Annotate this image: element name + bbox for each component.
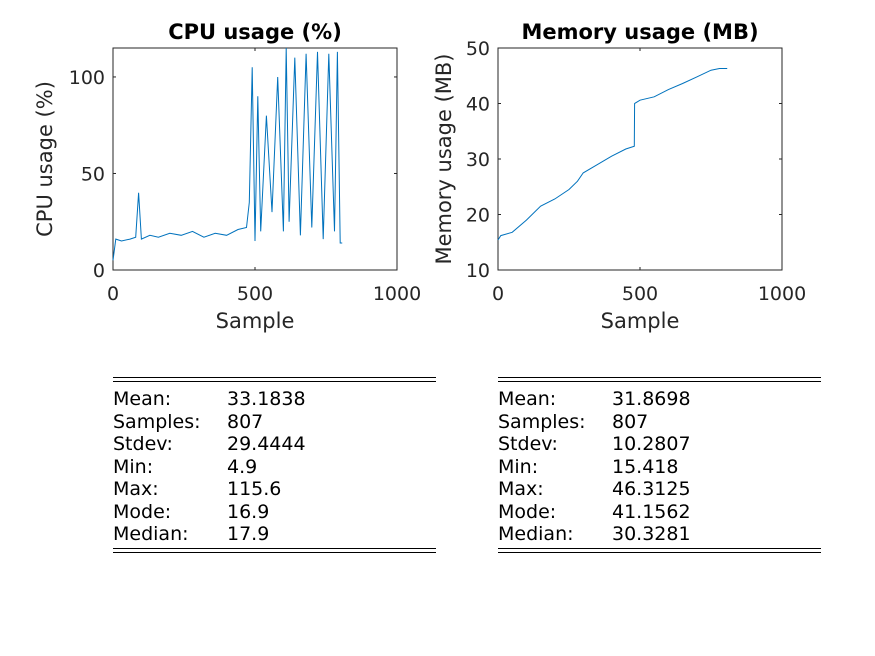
stat-row: Samples: 807 <box>113 411 436 434</box>
stat-label: Min: <box>113 455 154 478</box>
bottom-rule <box>113 547 436 553</box>
stat-label: Median: <box>113 523 189 545</box>
stat-value: 41.1562 <box>612 500 691 523</box>
stat-value: 31.8698 <box>612 388 691 410</box>
stat-row: Median: 17.9 <box>113 523 436 546</box>
chart-title: CPU usage (%) <box>168 20 342 44</box>
stat-value: 30.3281 <box>612 523 691 545</box>
stat-label: Mean: <box>113 388 172 410</box>
stat-value: 10.2807 <box>612 433 691 455</box>
stat-label: Samples: <box>113 410 201 433</box>
y-tick-label: 40 <box>466 94 490 116</box>
stat-row: Min: 15.418 <box>498 456 821 479</box>
stat-row: Mode: 16.9 <box>113 501 436 524</box>
stat-row: Samples: 807 <box>498 411 821 434</box>
stat-label: Max: <box>113 478 159 500</box>
y-tick-label: 10 <box>466 260 490 282</box>
stat-label: Mode: <box>498 500 557 523</box>
y-tick-label: 50 <box>81 163 105 185</box>
stat-value: 29.4444 <box>227 433 306 455</box>
x-tick-label: 0 <box>107 283 119 305</box>
cpu-stats-table: Mean: 33.1838 Samples: 807 Stdev: 29.4444 Min:… <box>113 377 436 553</box>
stat-value: 807 <box>227 410 264 433</box>
stat-label: Samples: <box>498 410 586 433</box>
top-rule <box>113 377 436 382</box>
stat-value: 16.9 <box>227 500 270 523</box>
plot-area <box>497 47 783 271</box>
stat-label: Stdev: <box>498 433 558 455</box>
top-rule <box>498 377 821 382</box>
stat-row: Stdev: 29.4444 <box>113 433 436 456</box>
stat-row: Max: 115.6 <box>113 478 436 501</box>
x-tick-label: 500 <box>237 283 273 305</box>
stat-label: Stdev: <box>113 433 173 455</box>
x-axis-label: Sample <box>601 309 680 333</box>
x-tick-label: 1000 <box>373 283 421 305</box>
y-tick-label: 50 <box>466 38 490 60</box>
memory-stats-table: Mean: 31.8698 Samples: 807 Stdev: 10.2807 Min:… <box>498 377 821 553</box>
stat-value: 807 <box>612 410 649 433</box>
x-axis-label: Sample <box>216 309 295 333</box>
bottom-rule <box>498 547 821 553</box>
stat-label: Min: <box>498 455 539 478</box>
stat-row: Max: 46.3125 <box>498 478 821 501</box>
stat-value: 4.9 <box>227 455 258 478</box>
cpu-usage-chart: 0 500 1000 0 50 100 CPU usage (%) Sample CPU usa… <box>33 20 421 333</box>
chart-title: Memory usage (MB) <box>521 20 758 44</box>
stat-row: Median: 30.3281 <box>498 523 821 546</box>
stat-label: Mode: <box>113 500 172 523</box>
stat-value: 46.3125 <box>612 478 691 500</box>
stat-row: Mean: 31.8698 <box>498 388 821 411</box>
memory-usage-chart: 0 500 1000 10 20 30 40 50 Memory usage (MB) Sampl… <box>432 20 806 333</box>
y-axis-label: Memory usage (MB) <box>432 53 456 264</box>
x-tick-label: 500 <box>622 283 658 305</box>
stat-value: 17.9 <box>227 523 270 545</box>
stat-row: Stdev: 10.2807 <box>498 433 821 456</box>
x-tick-label: 0 <box>492 283 504 305</box>
y-axis-label: CPU usage (%) <box>33 81 57 237</box>
stat-row: Mean: 33.1838 <box>113 388 436 411</box>
y-tick-label: 100 <box>69 67 105 89</box>
stat-value: 115.6 <box>227 478 282 500</box>
stat-label: Max: <box>498 478 544 500</box>
stat-row: Min: 4.9 <box>113 456 436 479</box>
stat-label: Mean: <box>498 388 557 410</box>
stat-row: Mode: 41.1562 <box>498 501 821 524</box>
series-line-0 <box>497 68 728 241</box>
stat-value: 15.418 <box>612 455 679 478</box>
y-tick-label: 30 <box>466 149 490 171</box>
stat-value: 33.1838 <box>227 388 306 410</box>
stat-label: Median: <box>498 523 574 545</box>
x-tick-label: 1000 <box>758 283 806 305</box>
y-tick-label: 20 <box>466 205 490 227</box>
y-tick-label: 0 <box>93 260 105 282</box>
